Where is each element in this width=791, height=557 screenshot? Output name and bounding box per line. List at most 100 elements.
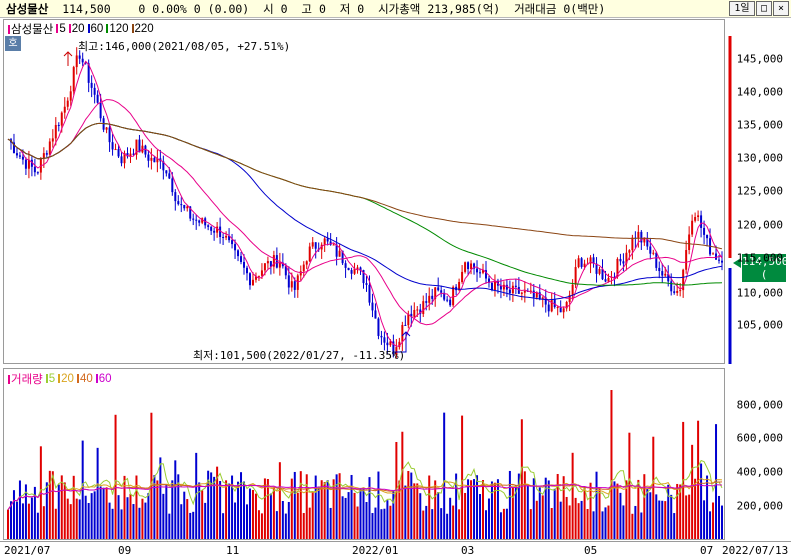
candle-body [565, 302, 568, 309]
volume-bar [51, 471, 54, 539]
volume-bar [368, 477, 371, 539]
volume-bar [293, 471, 296, 539]
candle-body [550, 299, 553, 312]
candle-body [461, 271, 464, 283]
volume-bar [434, 480, 437, 539]
volume-bar [398, 480, 401, 539]
volume-bar [111, 508, 114, 539]
volume-bar [219, 481, 222, 539]
volume-bar [550, 508, 553, 539]
candle-body [33, 166, 36, 173]
candle-body [189, 206, 192, 219]
price-legend: 삼성물산 5 20 60 120 220 [8, 21, 154, 37]
volume-bar [317, 486, 320, 539]
volume-bar [667, 484, 670, 539]
volume-bar [126, 497, 129, 539]
volume-bar [440, 508, 443, 539]
volume-bar [631, 513, 634, 539]
candle-body [132, 153, 135, 155]
price-chart-area[interactable] [3, 19, 725, 364]
date-label: 05 [584, 544, 598, 557]
candle-body [207, 225, 210, 227]
candle-body [69, 91, 72, 101]
candle-body [51, 138, 54, 142]
candle-body [254, 276, 257, 280]
candle-body [541, 297, 544, 299]
candle-body [559, 307, 562, 313]
volume-tick: 600,000 [736, 431, 783, 445]
ma5-label: 5 [59, 23, 66, 35]
volume-bar [449, 497, 452, 539]
volume-bar [664, 501, 667, 539]
candle-body [344, 263, 347, 268]
stock-name[interactable]: 삼성물산 [6, 1, 49, 16]
volume-bar [57, 484, 60, 539]
volume-bar [213, 476, 216, 539]
high-value: 0 [318, 1, 326, 16]
candle-body [57, 124, 60, 126]
volume-bar [189, 512, 192, 539]
volume-bar [446, 513, 449, 539]
candle-body [290, 281, 293, 288]
candle-body [287, 275, 290, 288]
volume-bar [577, 503, 580, 539]
close-button[interactable]: × [773, 1, 789, 16]
period-button[interactable]: 1일 [729, 1, 755, 16]
candle-body [222, 236, 225, 238]
volume-bar [186, 499, 189, 539]
volume-bar [45, 482, 48, 539]
candle-body [398, 341, 401, 348]
candle-body [556, 307, 559, 309]
mode-tag[interactable]: 호 [5, 36, 21, 51]
candle-body [12, 142, 15, 154]
volume-bar [658, 500, 661, 539]
candle-body [670, 281, 673, 292]
candle-body [523, 290, 526, 293]
volume-bar [356, 506, 359, 539]
candle-body [643, 237, 646, 243]
current-price-arrow-icon [733, 258, 741, 268]
volume-bar [455, 473, 458, 539]
candle-body [604, 279, 607, 282]
candle-body [129, 153, 132, 157]
candle-body [323, 238, 326, 245]
legend-marker [8, 375, 10, 384]
volume-bar [198, 482, 201, 539]
volume-bar [66, 498, 69, 539]
legend-marker [56, 24, 59, 33]
volume-bar [296, 492, 299, 539]
volume-bar [374, 507, 377, 539]
volume-bar [75, 498, 78, 539]
candle-body [275, 255, 278, 268]
volume-bar [63, 482, 66, 539]
volume-bar [78, 499, 81, 539]
candle-body [15, 153, 18, 156]
date-axis: 2021/07 09 11 2022/01 03 05 07 2022/07/1… [0, 541, 791, 557]
candle-body [511, 285, 514, 294]
volume-bar [496, 479, 499, 539]
volume-bar [377, 471, 380, 539]
volume-bar [553, 488, 556, 539]
candle-body [365, 283, 368, 285]
volume-bar [458, 509, 461, 539]
stock-info-bar: 삼성물산 114,500 0 0.00% 0 (0.00) 시 0 고 0 저 … [0, 0, 791, 18]
volume-bar [135, 475, 138, 539]
vma20-label: 20 [61, 373, 74, 385]
volume-bar [269, 493, 272, 539]
volume-tick: 400,000 [736, 465, 783, 479]
candle-body [72, 67, 75, 92]
volume-bar [96, 447, 99, 539]
candle-body [308, 246, 311, 262]
volume-bar [580, 500, 583, 539]
legend-marker [8, 25, 10, 34]
candle-body [505, 284, 508, 290]
candle-body [240, 256, 243, 262]
volume-bar [165, 485, 168, 539]
moving-average-line [7, 60, 723, 347]
restore-button[interactable]: □ [756, 1, 772, 16]
volume-legend-name: 거래량 [11, 374, 43, 386]
candle-body [335, 244, 338, 257]
volume-bar [598, 489, 601, 539]
volume-bar [431, 509, 434, 539]
candle-body [676, 291, 679, 293]
